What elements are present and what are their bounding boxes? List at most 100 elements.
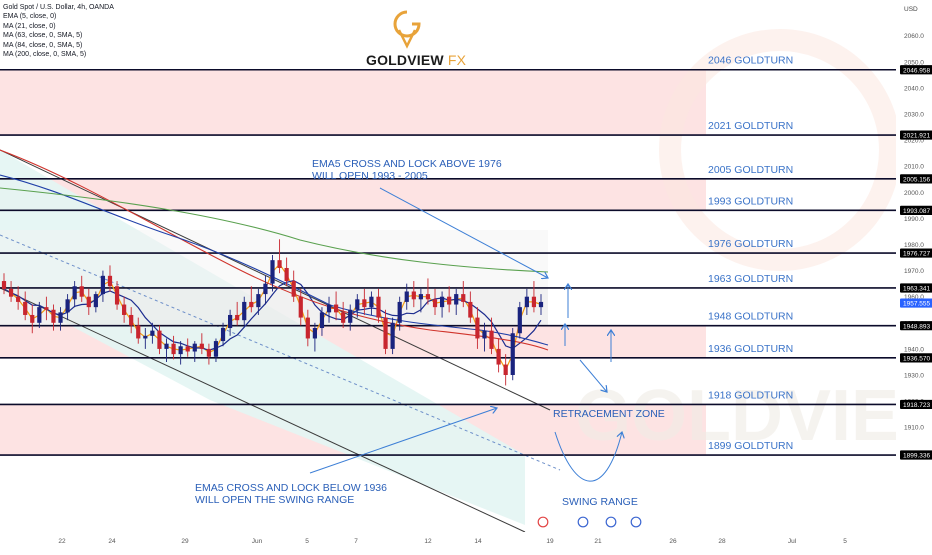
price-tick-label: 2020.0 [904, 138, 924, 145]
candle-body [341, 312, 346, 323]
candle-body [355, 299, 360, 310]
candle-body [319, 312, 325, 329]
candle-body [376, 296, 381, 318]
candle-body [383, 317, 388, 349]
zone-band [0, 69, 706, 136]
legend-ma21[interactable]: MA (21, close, 0) [3, 22, 56, 30]
candle-body [199, 343, 204, 349]
time-axis: 22 24 29 Jun 5 7 12 14 19 21 26 28 Jul 5 [0, 516, 896, 550]
candle-body [58, 312, 63, 323]
goldturn-levels: 2046 GOLDTURN 2021 GOLDTURN 2005 GOLDTURN 1… [0, 55, 896, 456]
badge-price-label: 1993.087 [903, 208, 930, 215]
watermark-layer: GOLDVIEW FX [575, 29, 932, 456]
level-price-badge [900, 283, 932, 293]
time-tick-label: 7 [354, 538, 358, 545]
lightning-event-icon[interactable] [537, 516, 549, 528]
channel-mid-line [0, 234, 561, 471]
candle-body [178, 346, 183, 355]
candle-body [425, 294, 431, 300]
goldturn-label[interactable]: 2021 GOLDTURN [708, 120, 793, 132]
candle-body [185, 346, 190, 352]
goldturn-label[interactable]: 1993 GOLDTURN [708, 195, 793, 207]
time-tick-label: Jun [252, 538, 263, 545]
candle-body [263, 283, 268, 295]
goldturn-label[interactable]: 1976 GOLDTURN [708, 238, 793, 250]
price-tick-label: 2050.0 [904, 59, 924, 66]
goldturn-label[interactable]: 1918 GOLDTURN [708, 389, 793, 401]
retracement-zone-label: RETRACEMENT ZONE [553, 408, 665, 420]
level-price-badge [900, 399, 932, 410]
symbol-title[interactable]: Gold Spot / U.S. Dollar, 4h, OANDA [3, 4, 114, 11]
goldturn-label[interactable]: 1963 GOLDTURN [708, 273, 793, 285]
price-tick-label: 1990.0 [904, 216, 924, 223]
time-tick-label: 5 [843, 538, 847, 545]
badge-price-label: 1957.555 [903, 301, 930, 308]
price-tick-label: 2000.0 [904, 190, 924, 197]
channel-lower-line [0, 287, 526, 533]
level-price-badge [900, 130, 932, 140]
legend-ma200[interactable]: MA (200, close, 0, SMA, 5) [3, 51, 87, 59]
goldturn-label[interactable]: 2046 GOLDTURN [708, 55, 793, 67]
badge-price-label: 1918.723 [903, 402, 930, 409]
flag-event-icon[interactable] [630, 516, 642, 528]
candle-body [517, 307, 522, 334]
flag-event-icon[interactable] [577, 516, 589, 528]
candle-body [171, 343, 176, 355]
time-axis-bg [0, 532, 896, 550]
time-tick-label: 29 [181, 538, 189, 545]
indicator-legend[interactable]: Gold Spot / U.S. Dollar, 4h, OANDA EMA (… [3, 3, 114, 59]
candle-body [284, 267, 289, 282]
arrow-to-low [309, 408, 497, 474]
price-tick-label: 2030.0 [904, 112, 924, 119]
watermark-text: GOLDVIEW FX [575, 376, 932, 456]
zone-band-right [706, 404, 896, 456]
candle-body [312, 328, 317, 339]
goldturn-label[interactable]: 2005 GOLDTURN [708, 164, 793, 176]
candle-body [86, 296, 91, 308]
candle-body [143, 335, 148, 339]
candle-body [37, 307, 42, 323]
brand-name: GOLDVIEW FX [366, 52, 466, 68]
candle-body [496, 348, 501, 365]
goldturn-label[interactable]: 1948 GOLDTURN [708, 311, 793, 323]
candle-body [348, 309, 353, 323]
price-axis: USD1910.01920.01930.01940.01950.01960.01… [896, 0, 932, 550]
time-tick-label: 22 [58, 538, 66, 545]
candle-body [461, 294, 466, 302]
badge-price-label: 1976.727 [903, 251, 930, 258]
candle-body [164, 343, 169, 349]
candle-body [418, 294, 423, 300]
badge-price-label: 1963.341 [903, 286, 930, 293]
goldturn-label[interactable]: 1936 GOLDTURN [708, 343, 793, 355]
brand-fx: FX [447, 52, 467, 68]
legend-ma63[interactable]: MA (63, close, 0, SMA, 5) [3, 32, 83, 40]
legend-ema5[interactable]: EMA (5, close, 0) [3, 13, 57, 21]
goldturn-label[interactable]: 1899 GOLDTURN [708, 440, 793, 452]
candle-body [510, 333, 515, 375]
candle-body [100, 275, 106, 295]
candles [1, 239, 544, 386]
candle-body [489, 330, 494, 349]
candle-body [503, 364, 508, 375]
candle-body [65, 299, 70, 313]
brand-main: GOLDVIEW [366, 52, 444, 68]
zone-band [0, 178, 706, 211]
candle-body [157, 330, 162, 349]
candle-body [228, 314, 233, 329]
candle-body [192, 343, 197, 352]
arrow-down-1936 [579, 359, 607, 392]
level-price-badge [900, 174, 932, 184]
flag-event-icon[interactable] [605, 516, 617, 528]
candle-body [51, 309, 56, 323]
currency-label: USD [904, 6, 918, 13]
channel-fill [0, 150, 525, 525]
candle-body [150, 330, 155, 336]
level-price-badge [900, 450, 932, 460]
candle-body [326, 304, 332, 313]
candle-body [93, 294, 98, 308]
legend-ma84[interactable]: MA (84, close, 0, SMA, 5) [3, 41, 83, 49]
price-tick-label: 1910.0 [904, 425, 924, 432]
candle-body [305, 317, 310, 339]
